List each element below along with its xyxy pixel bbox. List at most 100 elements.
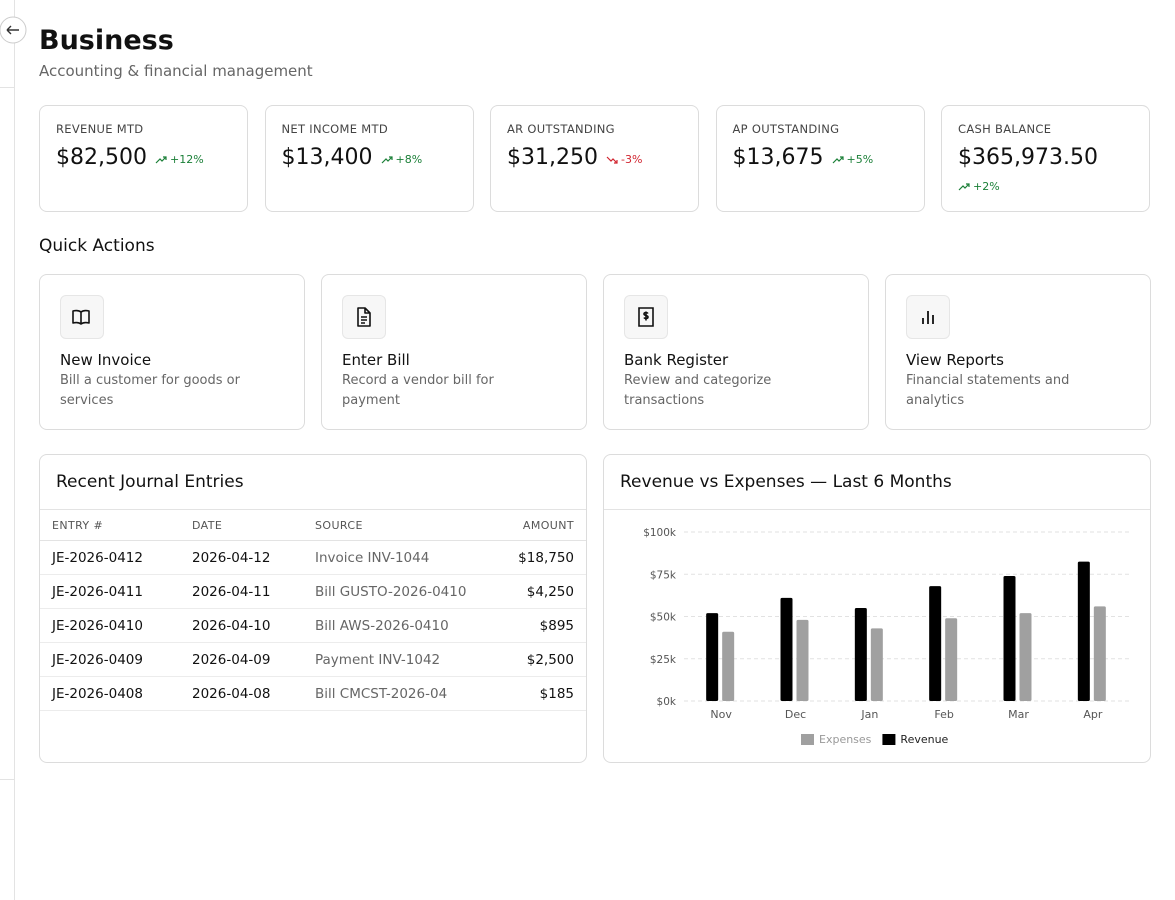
table-cell: 2026-04-08: [192, 686, 271, 702]
bar: [1019, 613, 1032, 701]
table-cell: Bill AWS-2026-0410: [315, 618, 449, 634]
action-card[interactable]: View Reports Financial statements and ana…: [885, 274, 1151, 430]
x-tick-label: Nov: [710, 708, 732, 721]
trend-icon: [155, 156, 167, 164]
kpi-card: NET INCOME MTD $13,400 +8%: [264, 105, 474, 212]
kpi-change: +2%: [958, 180, 1000, 193]
kpi-change: +12%: [155, 153, 204, 166]
column-header: AMOUNT: [522, 519, 574, 532]
table-cell: Bill GUSTO-2026-0410: [315, 584, 467, 600]
kpi-change-text: +12%: [170, 153, 204, 166]
table-cell: JE-2026-0410: [52, 618, 143, 634]
x-tick-label: Apr: [1083, 708, 1103, 721]
action-description: Bill a customer for goods or services: [60, 373, 240, 408]
kpi-label: NET INCOME MTD: [281, 122, 388, 136]
table-cell: JE-2026-0412: [52, 550, 143, 566]
column-header: ENTRY #: [52, 519, 104, 532]
table-cell: JE-2026-0408: [52, 686, 143, 702]
y-tick-label: $75k: [650, 569, 677, 581]
x-tick-label: Feb: [934, 708, 953, 721]
section-title: Quick Actions: [39, 236, 155, 256]
bar: [1003, 575, 1016, 701]
action-title: Enter Bill: [342, 351, 410, 369]
card-title: Recent Journal Entries: [56, 472, 244, 492]
kpi-value: $13,675: [732, 145, 824, 170]
kpi-change-text: +2%: [973, 180, 1000, 193]
divider: [604, 509, 1150, 510]
action-card[interactable]: Bank Register Review and categorize trans…: [603, 274, 869, 430]
bar: [929, 586, 942, 701]
sidebar: [0, 0, 15, 900]
table-cell: $185: [539, 686, 574, 702]
kpi-label: AP OUTSTANDING: [732, 122, 840, 136]
action-icon: [342, 295, 386, 339]
chart-card: Revenue vs Expenses — Last 6 Months $0k $…: [603, 454, 1151, 763]
trend-icon: [381, 156, 393, 164]
bar: [870, 628, 883, 701]
table-cell: JE-2026-0411: [52, 584, 143, 600]
kpi-card: AR OUTSTANDING $31,250 -3%: [490, 105, 699, 212]
table-row: [40, 677, 586, 711]
kpi-value: $31,250: [507, 145, 598, 170]
table-cell: 2026-04-11: [192, 584, 271, 600]
kpi-change: +5%: [832, 153, 873, 166]
action-icon: [60, 295, 104, 339]
action-card[interactable]: New Invoice Bill a customer for goods or …: [39, 274, 305, 430]
icon: [638, 307, 654, 327]
action-icon: [624, 295, 668, 339]
table-row: [40, 643, 586, 677]
action-card[interactable]: Enter Bill Record a vendor bill for payme…: [321, 274, 587, 430]
x-tick-label: Jan: [860, 708, 878, 721]
bar: [945, 618, 958, 701]
table-cell: $2,500: [526, 652, 574, 668]
action-icon: [906, 295, 950, 339]
trend-icon: [832, 156, 844, 164]
table-cell: JE-2026-0409: [52, 652, 143, 668]
bar: [780, 597, 793, 701]
trend-icon: [606, 156, 618, 164]
table-cell: Payment INV-1042: [315, 652, 441, 668]
column-header: SOURCE: [315, 519, 363, 532]
kpi-value: $13,400: [281, 145, 373, 170]
kpi-value: $82,500: [56, 145, 147, 170]
icon: [922, 311, 934, 324]
action-title: Bank Register: [624, 351, 729, 369]
table-cell: $895: [539, 618, 574, 634]
table-cell: 2026-04-10: [192, 618, 271, 634]
column-header: DATE: [192, 519, 223, 532]
trend-icon: [958, 183, 970, 191]
y-tick-label: $50k: [650, 612, 677, 624]
table-row: [40, 575, 586, 609]
action-description: Review and categorize transactions: [624, 373, 772, 408]
bar: [1093, 606, 1106, 701]
sidebar-divider: [0, 87, 14, 88]
kpi-card: CASH BALANCE $365,973.50 +2%: [941, 105, 1150, 212]
chart: $0k $25k $50k $75k $100k Nov Dec Jan Feb Mar Apr Ex…: [643, 527, 1130, 746]
kpi-label: CASH BALANCE: [958, 122, 1052, 136]
kpi-change: +8%: [381, 153, 423, 166]
legend-swatch: [882, 734, 896, 745]
legend-label: Revenue: [900, 733, 948, 746]
table-cell: 2026-04-12: [192, 550, 271, 566]
x-tick-label: Dec: [785, 708, 806, 721]
action-description: Record a vendor bill for payment: [342, 373, 494, 408]
legend-label: Expenses: [819, 733, 872, 746]
icon: [72, 309, 90, 325]
bar: [796, 619, 809, 701]
action-title: New Invoice: [60, 351, 152, 369]
back-button[interactable]: [0, 16, 29, 45]
table-row: [40, 541, 586, 575]
kpi-change-text: +8%: [395, 153, 423, 166]
kpi-label: AR OUTSTANDING: [507, 122, 615, 136]
journal-card: Recent Journal Entries ENTRY # DATE SOURCE…: [39, 454, 587, 763]
table-cell: Invoice INV-1044: [315, 550, 430, 566]
y-tick-label: $100k: [643, 527, 677, 539]
y-tick-label: $25k: [650, 654, 677, 666]
table-row: [40, 609, 586, 643]
kpi-label: REVENUE MTD: [56, 122, 144, 136]
kpi-card: AP OUTSTANDING $13,675 +5%: [715, 105, 925, 212]
bar: [722, 631, 735, 701]
table-cell: $18,750: [518, 550, 574, 566]
legend-swatch: [801, 734, 814, 745]
